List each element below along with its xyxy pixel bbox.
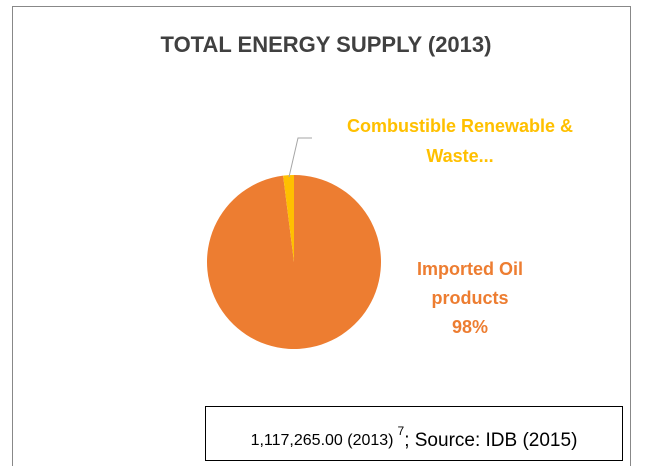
note-box [205,406,623,461]
chart-title: TOTAL ENERGY SUPPLY (2013) [161,32,492,57]
pie-slice [207,175,382,349]
slice-label: Combustible Renewable & Waste... [347,116,573,166]
note-superscript: 7 [398,424,405,438]
category-label: Imported Oil products [417,259,523,308]
pie-slice [283,175,294,262]
slice-label: Imported Oil products 98% [417,259,523,337]
category-line: Imported Oil [417,259,523,279]
note: 1,117,265.00 (2013) 7; Source: IDB (2015) [251,424,578,451]
category-line: Waste... [426,146,493,166]
category-label: Combustible Renewable & Waste... [347,116,573,166]
value-label: 98% [452,317,488,337]
leader-line [288,137,312,178]
note-text: 1,117,265.00 (2013) [251,432,394,449]
category-line: Combustible Renewable & [347,116,573,136]
category-line: products [431,288,508,308]
note-suffix: ; Source: IDB (2015) [404,430,577,451]
